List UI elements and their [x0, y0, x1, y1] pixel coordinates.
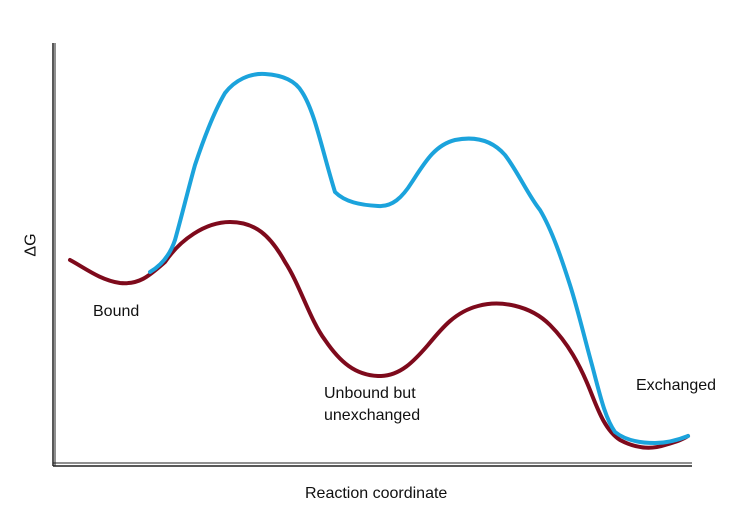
y-axis-label: ΔG: [22, 233, 40, 257]
lower-energy-curve: [68, 220, 690, 450]
state-label-unbound-line2: unexchanged: [324, 407, 421, 424]
state-label-bound: Bound: [93, 303, 140, 320]
state-label-exchanged: Exchanged: [636, 377, 717, 394]
state-label-unbound-line1: Unbound but: [324, 385, 416, 402]
axes: [52, 43, 692, 467]
x-axis-label: Reaction coordinate: [305, 485, 448, 502]
upper-energy-curve: [148, 71, 690, 445]
